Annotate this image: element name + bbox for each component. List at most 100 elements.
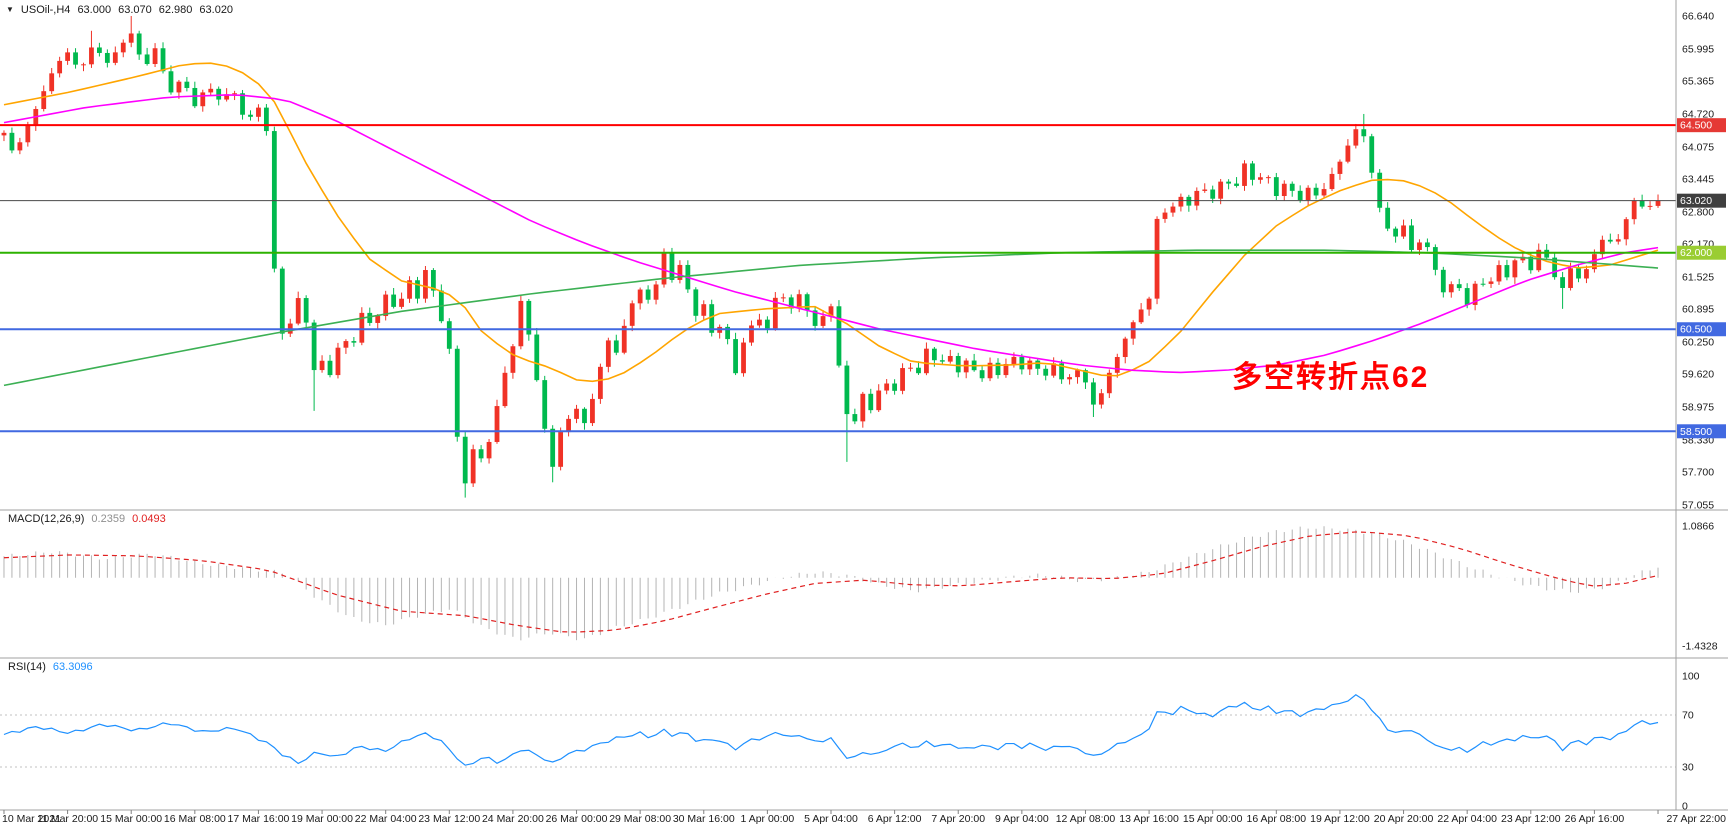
ma-mid-magenta-line <box>3 94 1659 374</box>
candle-body <box>1114 357 1120 373</box>
price-axis-badge-label: 64.500 <box>1680 120 1712 132</box>
candle-body <box>478 449 484 459</box>
time-axis-label: 16 Apr 08:00 <box>1247 813 1307 825</box>
time-axis-label: 7 Apr 20:00 <box>931 813 985 825</box>
candle-body <box>1599 239 1605 255</box>
ma-fast-orange-line <box>3 62 1659 383</box>
candle-body <box>820 316 826 326</box>
rsi-plot-area[interactable] <box>0 658 1676 810</box>
candle-body <box>359 312 365 343</box>
price-axis-label: 64.075 <box>1682 141 1714 153</box>
price-axis-label: 65.365 <box>1682 76 1714 88</box>
price-axis-area[interactable] <box>1676 0 1728 810</box>
rsi-name-label: RSI(14) <box>8 661 46 673</box>
candle-body <box>1178 196 1184 207</box>
time-axis-label: 29 Mar 08:00 <box>609 813 671 825</box>
candle-body <box>1536 249 1542 271</box>
candle-body <box>446 321 452 349</box>
annotation-text[interactable]: 多空转折点62 <box>1232 361 1430 394</box>
time-axis-label: 12 Apr 08:00 <box>1056 813 1116 825</box>
candle-body <box>1305 187 1311 201</box>
candle-body <box>526 300 532 335</box>
time-axis-label: 13 Apr 16:00 <box>1119 813 1179 825</box>
symbol-timeframe-label: USOil-,H4 <box>20 4 71 16</box>
price-axis-label: 65.995 <box>1682 43 1714 55</box>
price-axis-label: 57.700 <box>1682 467 1714 479</box>
candle-body <box>1011 356 1017 364</box>
candle-body <box>947 355 953 362</box>
price-axis-label: 60.250 <box>1682 337 1714 349</box>
candle-body <box>184 81 190 88</box>
time-axis-label: 19 Mar 00:00 <box>291 813 353 825</box>
candle-body <box>486 441 492 459</box>
candle-body <box>701 304 707 316</box>
candle-body <box>1067 377 1072 380</box>
candle-body <box>582 408 587 424</box>
candle-body <box>430 270 436 291</box>
candle-body <box>1440 269 1446 293</box>
candle-body <box>120 42 126 53</box>
candle-body <box>1568 268 1573 288</box>
time-axis-label: 24 Mar 20:00 <box>482 813 544 825</box>
candle-body <box>1 132 7 136</box>
candle-body <box>1480 283 1486 285</box>
candle-body <box>1393 228 1399 237</box>
candle-body <box>1464 288 1470 305</box>
candle-body <box>1448 284 1454 293</box>
price-axis-label: 63.445 <box>1682 174 1714 186</box>
candle-body <box>987 362 993 379</box>
candle-body <box>1337 161 1343 174</box>
bar-close-value: 63.020 <box>199 4 234 16</box>
candle-body <box>216 88 222 100</box>
rsi-scale-label: 70 <box>1682 710 1694 722</box>
candle-body <box>1250 163 1255 180</box>
macd-plot-area[interactable] <box>0 510 1676 658</box>
candle-body <box>1234 183 1239 186</box>
candle-body <box>144 54 150 65</box>
candle-body <box>57 60 63 74</box>
candle-body <box>979 370 985 379</box>
candle-body <box>892 383 898 391</box>
candle-body <box>454 348 460 437</box>
time-axis-label: 5 Apr 04:00 <box>804 813 858 825</box>
candle-body <box>780 297 786 299</box>
rsi-indicator-label: RSI(14) 63.3096 <box>8 661 93 673</box>
candle-body <box>1615 239 1621 242</box>
time-axis-area[interactable] <box>0 810 1728 827</box>
price-axis-badge-label: 58.500 <box>1680 426 1712 438</box>
candle-body <box>1003 363 1009 376</box>
candle-body <box>518 300 524 347</box>
symbol-dropdown-icon[interactable]: ▼ <box>6 5 14 14</box>
candle-body <box>256 107 261 117</box>
price-axis-label: 60.895 <box>1682 304 1714 316</box>
candle-body <box>168 71 174 93</box>
candle-body <box>669 253 675 280</box>
candle-body <box>924 348 929 374</box>
candle-body <box>1631 200 1637 220</box>
candle-body <box>1059 363 1065 380</box>
candle-body <box>812 310 818 326</box>
time-axis-label: 27 Apr 22:00 <box>1666 813 1726 825</box>
time-axis-label: 16 Mar 08:00 <box>164 813 226 825</box>
candle-body <box>605 340 611 367</box>
candle-body <box>661 253 667 285</box>
candle-body <box>343 341 349 348</box>
candle-body <box>1321 189 1327 196</box>
candle-body <box>1576 268 1581 279</box>
price-plot-area[interactable] <box>0 0 1676 510</box>
candle-body <box>1512 260 1518 278</box>
candle-body <box>208 88 214 93</box>
candle-body <box>1242 163 1247 186</box>
price-axis-badge-label: 60.500 <box>1680 324 1712 336</box>
candle-body <box>1186 196 1192 206</box>
candle-body <box>804 294 810 311</box>
candle-body <box>550 428 556 467</box>
macd-indicator-label: MACD(12,26,9) 0.2359 0.0493 <box>8 513 166 525</box>
rsi-value: 63.3096 <box>52 661 93 673</box>
candle-body <box>295 298 301 324</box>
price-axis-badge <box>1677 245 1726 260</box>
candle-body <box>916 367 921 374</box>
time-axis-label: 6 Apr 12:00 <box>868 813 922 825</box>
candle-body <box>470 449 476 484</box>
